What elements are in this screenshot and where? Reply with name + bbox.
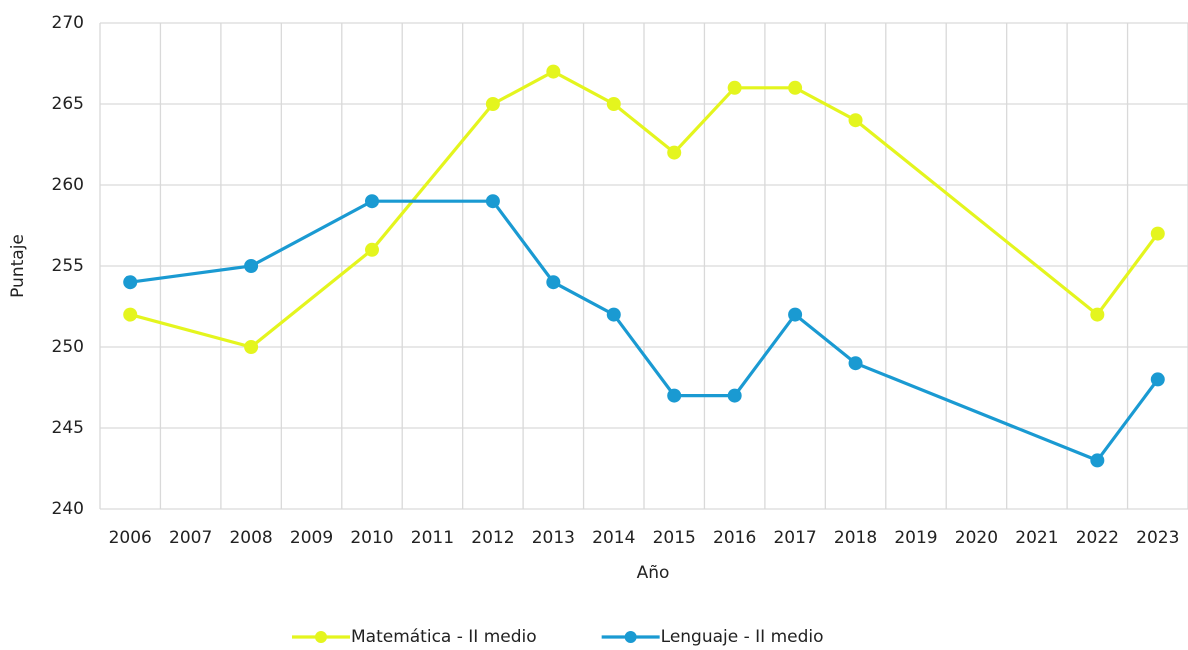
point <box>546 64 561 79</box>
point <box>365 242 379 257</box>
series-line <box>129 69 1160 349</box>
x-tick-label: 2014 <box>592 528 635 548</box>
x-tick-label: 2019 <box>894 528 937 548</box>
x-tick-label: 2017 <box>773 528 816 548</box>
y-tick-label: 260 <box>52 175 84 195</box>
point <box>727 388 742 403</box>
x-tick-label: 2018 <box>834 528 877 548</box>
point <box>606 307 621 322</box>
y-axis-label: Puntaje <box>8 234 28 298</box>
point <box>1090 453 1105 468</box>
point <box>848 113 863 128</box>
point <box>606 97 621 111</box>
point <box>244 259 259 273</box>
point <box>1150 372 1165 387</box>
point <box>485 97 500 111</box>
x-axis-label: Año <box>637 563 670 583</box>
x-tick-label: 2012 <box>471 528 514 548</box>
y-tick-label: 240 <box>52 499 84 519</box>
x-tick-label: 2013 <box>532 528 575 548</box>
x-tick-label: 2010 <box>350 528 393 548</box>
x-tick-label: 2020 <box>955 528 998 548</box>
x-tick-label: 2006 <box>109 528 152 548</box>
x-tick-label: 2016 <box>713 528 756 548</box>
x-tick-label: 2021 <box>1015 528 1058 548</box>
legend: Matemática - II medio Lenguaje - II medio <box>292 627 824 647</box>
y-tick-label: 255 <box>52 256 84 276</box>
x-tick-label: 2007 <box>169 528 212 548</box>
y-tick-label: 270 <box>52 13 84 33</box>
legend-label: Matemática - II medio <box>351 627 537 647</box>
x-tick-label: 2015 <box>653 528 696 548</box>
point <box>123 307 138 322</box>
x-tick-label: 2023 <box>1136 528 1179 548</box>
point <box>365 194 379 209</box>
x-tick-label: 2008 <box>229 528 272 548</box>
x-tick-label: 2022 <box>1076 528 1119 548</box>
x-tick-label: 2009 <box>290 528 333 548</box>
x-tick-label: 2011 <box>411 528 454 548</box>
legend-swatch-marker <box>315 631 327 643</box>
y-tick-label: 250 <box>52 337 84 357</box>
point <box>667 145 682 160</box>
legend-label: Lenguaje - II medio <box>661 627 824 647</box>
point <box>727 80 742 95</box>
point <box>667 388 682 403</box>
legend-swatch-marker <box>624 631 637 643</box>
point <box>244 340 259 354</box>
y-tick-label: 265 <box>52 94 84 114</box>
point <box>1090 307 1105 322</box>
series-line <box>130 199 1160 463</box>
point <box>485 194 500 209</box>
y-tick-label: 245 <box>52 418 84 438</box>
point <box>788 307 803 322</box>
point <box>848 356 863 371</box>
point <box>546 275 561 290</box>
point <box>788 80 803 95</box>
point <box>1150 226 1165 241</box>
point <box>123 275 138 290</box>
